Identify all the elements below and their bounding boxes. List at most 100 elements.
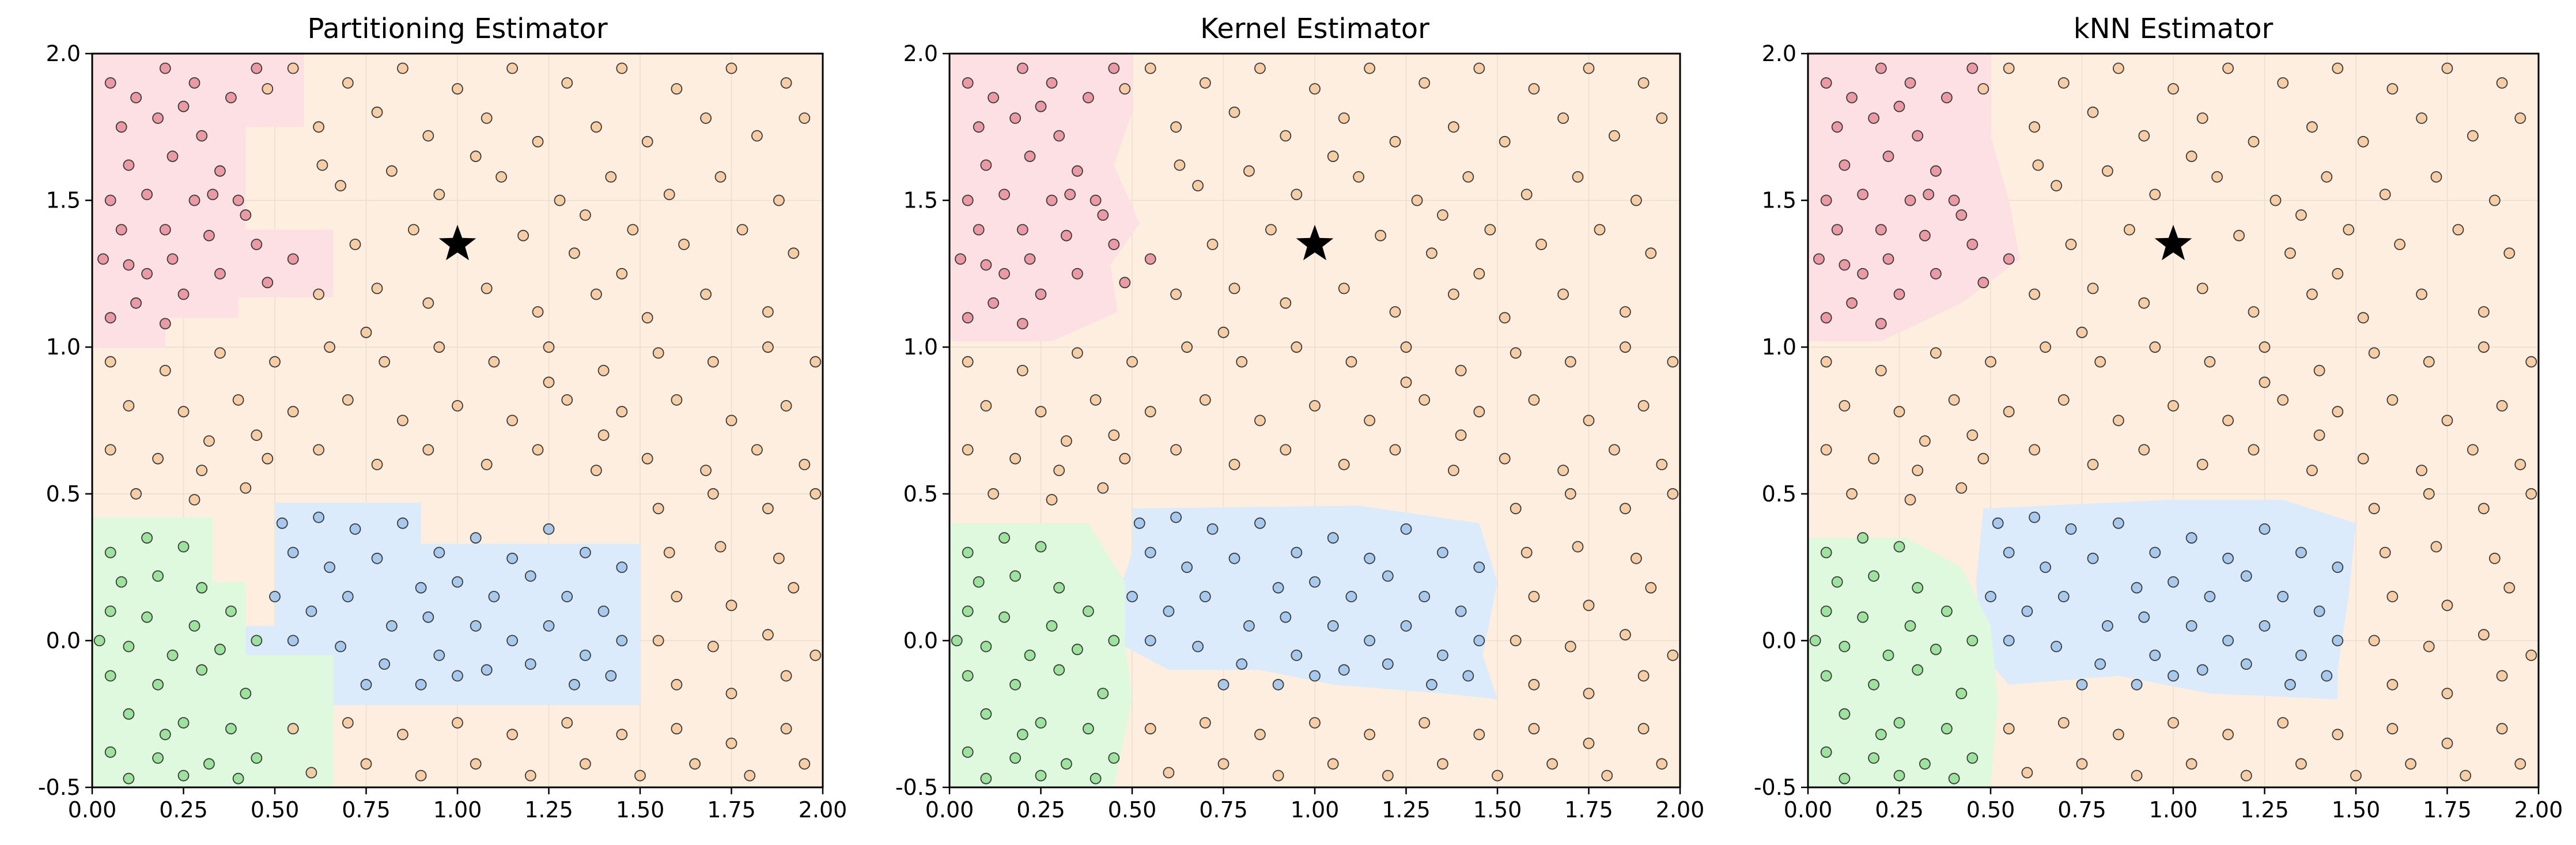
data-point-orange	[532, 306, 544, 318]
data-point-green	[240, 688, 252, 699]
y-tick-label: -0.5	[38, 775, 81, 800]
data-point-orange	[2477, 306, 2490, 318]
data-point-red	[1857, 188, 1869, 201]
data-point-orange	[360, 758, 372, 770]
data-point-green	[1016, 729, 1028, 741]
data-point-red	[1977, 277, 1989, 289]
data-point-orange	[725, 688, 737, 699]
x-tick-label: 1.50	[1473, 797, 1522, 823]
data-point-orange	[700, 112, 712, 124]
data-point-green	[1820, 546, 1832, 559]
data-point-green	[951, 635, 963, 647]
data-point-orange	[1546, 758, 1559, 770]
data-point-orange	[1977, 452, 1989, 465]
x-tick-label: 1.00	[433, 797, 482, 823]
data-point-orange	[2003, 62, 2015, 74]
data-point-red	[177, 288, 190, 300]
data-point-green	[1072, 643, 1083, 655]
data-point-orange	[2430, 541, 2442, 553]
data-point-orange	[2138, 297, 2150, 309]
data-point-blue	[2240, 658, 2252, 670]
data-point-orange	[2185, 758, 2197, 770]
data-point-orange	[1199, 394, 1211, 406]
data-point-orange	[159, 365, 171, 376]
data-point-orange	[543, 341, 555, 353]
data-point-red	[1097, 209, 1109, 221]
data-point-orange	[1499, 452, 1511, 465]
data-point-blue	[313, 511, 324, 523]
data-point-orange	[2306, 465, 2318, 476]
data-point-orange	[597, 365, 610, 376]
data-point-red	[188, 77, 201, 89]
blue-region	[1976, 500, 2356, 700]
x-tick-label: 0.25	[1875, 797, 1924, 823]
data-point-orange	[1272, 769, 1284, 782]
data-point-orange	[2185, 150, 2197, 163]
data-point-orange	[2138, 444, 2150, 456]
data-point-orange	[1904, 494, 1916, 506]
data-point-orange	[2149, 188, 2161, 201]
data-point-red	[251, 62, 263, 74]
data-point-orange	[780, 670, 792, 682]
x-tick-label: 1.00	[1291, 797, 1340, 823]
data-point-blue	[1985, 591, 1996, 602]
data-point-red	[962, 77, 974, 89]
data-point-orange	[1418, 77, 1431, 89]
data-point-red	[1930, 165, 1942, 177]
data-point-orange	[2029, 444, 2041, 456]
data-point-orange	[2211, 171, 2223, 183]
data-point-orange	[2032, 159, 2044, 171]
data-point-orange	[1072, 347, 1083, 359]
data-point-orange	[1053, 465, 1065, 476]
data-point-blue	[569, 678, 580, 691]
data-point-green	[1035, 541, 1047, 553]
data-point-orange	[2196, 112, 2208, 124]
data-point-orange	[569, 247, 580, 259]
data-point-orange	[2379, 188, 2391, 201]
data-point-orange	[2503, 582, 2516, 594]
data-point-red	[287, 253, 299, 265]
data-point-orange	[2525, 356, 2537, 368]
data-point-orange	[788, 247, 800, 259]
data-point-red	[962, 312, 974, 324]
data-point-green	[1940, 605, 1953, 617]
data-point-orange	[1418, 394, 1431, 406]
x-tick-label: 0.50	[1966, 797, 2015, 823]
data-point-orange	[2087, 106, 2099, 118]
data-point-orange	[2368, 347, 2380, 359]
data-point-orange	[962, 356, 974, 368]
data-point-orange	[2368, 503, 2380, 515]
data-point-orange	[2057, 77, 2070, 89]
data-point-orange	[700, 288, 712, 300]
data-point-orange	[627, 224, 639, 236]
data-point-orange	[397, 729, 408, 741]
data-point-orange	[725, 737, 737, 749]
data-point-blue	[1400, 620, 1412, 632]
data-point-green	[980, 640, 992, 652]
data-point-green	[1009, 752, 1021, 764]
data-point-blue	[415, 582, 427, 594]
data-point-orange	[2477, 503, 2490, 515]
data-point-blue	[506, 635, 518, 647]
data-point-blue	[1364, 552, 1376, 564]
data-point-blue	[2168, 576, 2179, 588]
data-point-orange	[1473, 729, 1485, 741]
data-point-red	[1893, 288, 1905, 300]
data-point-orange	[2343, 224, 2355, 236]
data-point-orange	[1619, 503, 1631, 515]
data-point-orange	[1389, 444, 1401, 456]
data-point-orange	[313, 444, 324, 456]
data-point-green	[1053, 582, 1065, 594]
data-point-green	[1919, 758, 1931, 770]
data-point-blue	[276, 517, 288, 529]
data-point-orange	[2525, 650, 2537, 661]
data-point-blue	[422, 611, 434, 623]
data-point-orange	[2441, 737, 2453, 749]
data-point-blue	[2204, 591, 2216, 602]
data-point-orange	[1528, 83, 1540, 95]
data-point-orange	[1583, 599, 1595, 612]
data-point-orange	[773, 194, 785, 206]
data-point-blue	[1345, 591, 1357, 602]
data-point-blue	[1309, 576, 1321, 588]
y-tick-label: 2.0	[903, 41, 938, 66]
